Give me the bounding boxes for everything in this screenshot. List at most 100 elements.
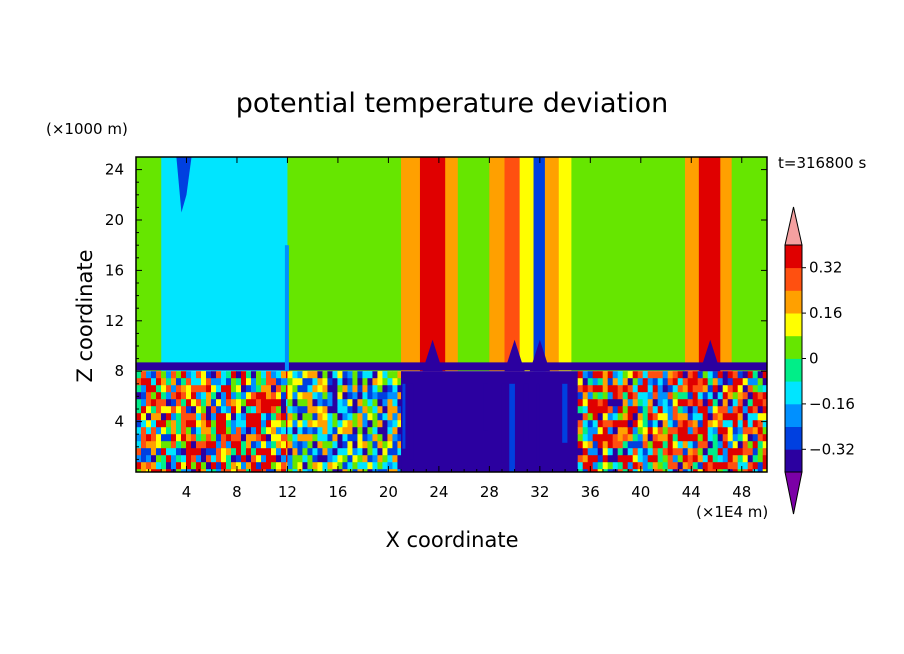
contour-cell bbox=[176, 378, 182, 386]
contour-cell bbox=[171, 413, 177, 421]
contour-cell bbox=[372, 406, 379, 414]
contour-cell bbox=[226, 420, 232, 428]
contour-cell bbox=[732, 413, 739, 421]
contour-cell bbox=[181, 427, 187, 435]
contour-cell bbox=[757, 455, 764, 463]
contour-cell bbox=[752, 406, 759, 414]
contour-cell bbox=[261, 392, 267, 400]
contour-cell bbox=[186, 378, 192, 386]
contour-cell bbox=[582, 385, 589, 393]
contour-cell bbox=[597, 413, 604, 421]
contour-cell bbox=[281, 413, 287, 421]
contour-cell bbox=[332, 455, 339, 463]
contour-column bbox=[489, 157, 506, 372]
contour-cell bbox=[266, 385, 272, 393]
contour-cell bbox=[231, 378, 237, 386]
contour-cell bbox=[722, 469, 729, 472]
contour-cell bbox=[136, 427, 142, 435]
contour-cell bbox=[302, 448, 309, 456]
contour-cell bbox=[226, 434, 232, 442]
contour-cell bbox=[627, 406, 634, 414]
contour-cell bbox=[156, 406, 162, 414]
contour-cell bbox=[332, 434, 339, 442]
contour-cell bbox=[587, 385, 594, 393]
contour-cell bbox=[687, 434, 694, 442]
contour-cell bbox=[357, 427, 364, 435]
contour-cell bbox=[216, 406, 222, 414]
contour-cell bbox=[146, 406, 152, 414]
contour-cell bbox=[161, 371, 167, 379]
contour-cell bbox=[327, 469, 334, 472]
contour-cell bbox=[141, 413, 147, 421]
contour-cell bbox=[367, 371, 374, 379]
contour-cell bbox=[166, 420, 172, 428]
contour-cell bbox=[597, 427, 604, 435]
contour-cell bbox=[271, 392, 277, 400]
contour-cell bbox=[367, 469, 374, 472]
contour-cell bbox=[347, 427, 354, 435]
contour-cell bbox=[281, 448, 287, 456]
contour-cell bbox=[607, 448, 614, 456]
contour-cell bbox=[216, 441, 222, 449]
contour-cell bbox=[287, 427, 294, 435]
contour-cell bbox=[176, 455, 182, 463]
contour-cell bbox=[712, 448, 719, 456]
contour-cell bbox=[702, 441, 709, 449]
contour-cell bbox=[347, 371, 354, 379]
contour-cell bbox=[287, 434, 294, 442]
contour-cell bbox=[362, 392, 369, 400]
contour-cell bbox=[161, 420, 167, 428]
contour-cell bbox=[166, 427, 172, 435]
contour-cell bbox=[762, 420, 767, 428]
contour-cell bbox=[717, 371, 724, 379]
contour-cell bbox=[337, 420, 344, 428]
contour-cell bbox=[372, 385, 379, 393]
contour-cell bbox=[357, 462, 364, 470]
contour-cell bbox=[657, 371, 664, 379]
contour-column bbox=[382, 157, 402, 372]
contour-cell bbox=[372, 413, 379, 421]
contour-cell bbox=[246, 399, 252, 407]
contour-cell bbox=[251, 392, 257, 400]
contour-cell bbox=[752, 462, 759, 470]
contour-cell bbox=[312, 392, 319, 400]
contour-cell bbox=[136, 399, 142, 407]
contour-cell bbox=[697, 434, 704, 442]
contour-plume bbox=[422, 339, 443, 372]
contour-cell bbox=[577, 413, 584, 421]
contour-cell bbox=[347, 462, 354, 470]
contour-cell bbox=[332, 385, 339, 393]
contour-cell bbox=[211, 385, 217, 393]
contour-cell bbox=[377, 427, 384, 435]
contour-cell bbox=[332, 469, 339, 472]
contour-cell bbox=[377, 371, 384, 379]
contour-cell bbox=[742, 378, 749, 386]
contour-cell bbox=[186, 434, 192, 442]
contour-cell bbox=[757, 392, 764, 400]
contour-cell bbox=[307, 441, 314, 449]
contour-cell bbox=[602, 448, 609, 456]
contour-cell bbox=[617, 385, 624, 393]
contour-cell bbox=[332, 406, 339, 414]
contour-cell bbox=[677, 455, 684, 463]
contour-cell bbox=[382, 371, 389, 379]
contour-cell bbox=[692, 455, 699, 463]
contour-cell bbox=[582, 434, 589, 442]
contour-cell bbox=[337, 413, 344, 421]
contour-cell bbox=[597, 469, 604, 472]
contour-cell bbox=[161, 448, 167, 456]
contour-cell bbox=[602, 392, 609, 400]
contour-cell bbox=[372, 392, 379, 400]
contour-cell bbox=[692, 427, 699, 435]
contour-cell bbox=[266, 455, 272, 463]
contour-cell bbox=[327, 399, 334, 407]
contour-cell bbox=[191, 427, 197, 435]
contour-cell bbox=[347, 434, 354, 442]
contour-cell bbox=[221, 378, 227, 386]
contour-cell bbox=[712, 371, 719, 379]
contour-cell bbox=[206, 448, 212, 456]
contour-cell bbox=[367, 441, 374, 449]
contour-cell bbox=[357, 378, 364, 386]
contour-cell bbox=[347, 455, 354, 463]
contour-cell bbox=[667, 371, 674, 379]
